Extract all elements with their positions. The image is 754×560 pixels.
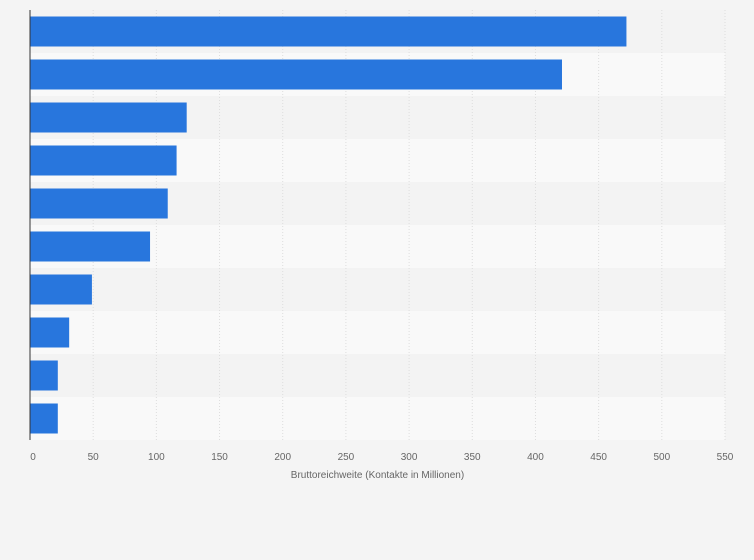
row-band: [30, 311, 725, 354]
x-tick-label: 350: [464, 452, 481, 463]
bar[interactable]: [30, 317, 70, 348]
x-tick-label: 250: [338, 452, 355, 463]
x-tick-label: 200: [274, 452, 291, 463]
x-axis-ticks: 0 50 100 150 200 250 300 350 400 450 500 550: [30, 452, 734, 463]
bar[interactable]: [30, 231, 151, 262]
bar[interactable]: [30, 274, 92, 305]
x-axis-title: Bruttoreichweite (Kontakte in Millionen): [291, 470, 464, 481]
bar[interactable]: [30, 59, 562, 90]
row-band: [30, 354, 725, 397]
x-tick-label: 0: [30, 452, 36, 463]
bar[interactable]: [30, 16, 627, 47]
x-tick-label: 100: [148, 452, 165, 463]
row-band: [30, 268, 725, 311]
x-tick-label: 500: [653, 452, 670, 463]
bar[interactable]: [30, 145, 177, 176]
x-tick-label: 450: [590, 452, 607, 463]
bar[interactable]: [30, 403, 58, 434]
row-band: [30, 397, 725, 440]
x-tick-label: 150: [211, 452, 228, 463]
bar[interactable]: [30, 102, 187, 133]
x-tick-label: 400: [527, 452, 544, 463]
bars: [30, 16, 627, 434]
x-tick-label: 50: [88, 452, 100, 463]
x-tick-label: 550: [717, 452, 734, 463]
bar[interactable]: [30, 360, 58, 391]
bar[interactable]: [30, 188, 168, 219]
x-tick-label: 300: [401, 452, 418, 463]
